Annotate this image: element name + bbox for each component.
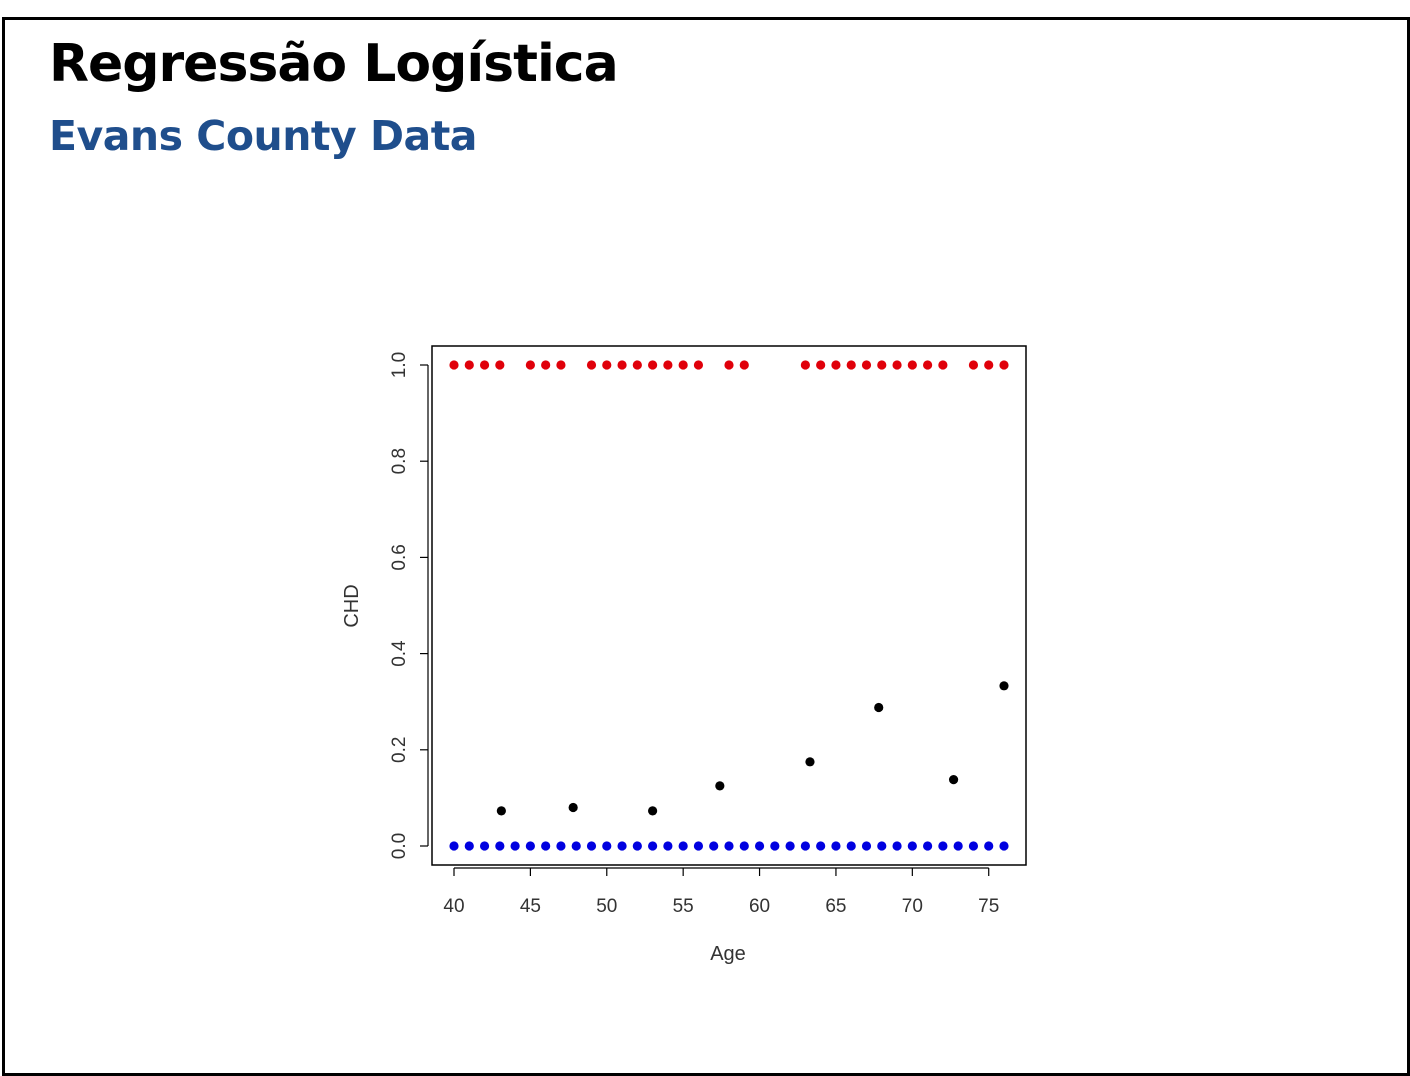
data-point-chd_0 [510,841,520,851]
data-point-chd_0 [968,841,979,851]
data-point-chd_0 [663,841,673,851]
data-point-chd_1 [938,360,948,370]
x-tick-label: 45 [520,896,541,917]
data-point-chd_0 [678,841,688,851]
data-point-chd_1 [556,360,566,370]
data-point-proportion [496,806,506,816]
data-point-chd_1 [984,360,994,370]
y-tick-label: 0.4 [389,640,410,667]
data-point-chd_0 [861,841,872,851]
data-point-chd_1 [602,360,612,370]
data-point-chd_0 [617,841,627,851]
data-point-chd_1 [968,360,979,370]
x-tick-label: 40 [443,896,464,917]
data-points [449,360,1009,851]
x-tick-label: 70 [902,896,923,917]
data-point-chd_0 [648,841,658,851]
data-point-chd_1 [724,360,734,370]
y-axis: 0.0 0.2 0.4 0.6 0.8 1.0 [389,352,429,859]
x-tick-label: 55 [673,896,694,917]
data-point-chd_1 [800,360,810,370]
data-point-proportion [948,775,959,785]
data-point-chd_1 [816,360,826,370]
data-point-chd_0 [571,841,581,851]
data-point-chd_1 [586,360,597,370]
slide: Regressão Logística Evans County Data [2,17,1410,1076]
x-tick-label: 60 [749,896,770,917]
data-point-chd_0 [464,841,474,851]
data-point-chd_1 [693,360,704,370]
data-point-proportion [805,757,815,767]
x-tick-label: 65 [825,896,846,917]
data-point-chd_0 [938,841,948,851]
data-point-chd_1 [632,360,642,370]
data-point-chd_1 [739,360,749,370]
data-point-chd_0 [541,841,551,851]
slide-subtitle: Evans County Data [49,112,477,160]
data-point-chd_1 [479,360,490,370]
data-point-chd_1 [617,360,627,370]
data-point-chd_1 [648,360,658,370]
data-point-chd_0 [724,841,734,851]
data-point-chd_0 [586,841,597,851]
y-tick-label: 1.0 [389,352,410,378]
data-point-chd_0 [984,841,994,851]
x-tick-label: 75 [978,896,999,917]
data-point-chd_0 [923,841,933,851]
data-point-chd_0 [892,841,902,851]
y-tick-label: 0.8 [389,448,410,474]
data-point-chd_1 [999,360,1009,370]
data-point-chd_0 [602,841,612,851]
data-point-chd_1 [495,360,505,370]
data-point-chd_0 [754,841,765,851]
data-point-chd_0 [877,841,887,851]
y-tick-label: 0.0 [389,833,410,859]
data-point-chd_0 [785,841,795,851]
x-axis-label: Age [710,943,746,965]
data-point-chd_0 [556,841,566,851]
data-point-chd_0 [449,841,459,851]
data-point-chd_0 [739,841,749,851]
data-point-chd_0 [999,841,1009,851]
data-point-chd_0 [709,841,719,851]
data-point-chd_1 [678,360,688,370]
y-tick-label: 0.2 [389,737,410,763]
data-point-proportion [874,702,884,713]
data-point-chd_1 [907,360,917,370]
data-point-chd_1 [877,360,887,370]
plot-frame [431,345,1027,866]
x-axis: 40 45 50 55 60 65 70 75 [443,867,999,917]
data-point-chd_0 [479,841,490,851]
data-point-chd_1 [525,360,535,370]
data-point-chd_1 [831,360,841,370]
data-point-chd_1 [846,360,856,370]
data-point-chd_1 [663,360,673,370]
data-point-chd_0 [816,841,826,851]
data-point-proportion [648,806,658,816]
data-point-chd_1 [861,360,872,370]
data-point-chd_0 [495,841,505,851]
data-point-chd_0 [831,841,841,851]
x-tick-label: 50 [596,896,617,917]
data-point-proportion [568,802,578,813]
y-tick-label: 0.6 [389,544,410,570]
data-point-chd_0 [953,841,963,851]
data-point-proportion [715,781,725,791]
y-axis-label: CHD [341,584,363,627]
slide-title: Regressão Logística [49,34,619,94]
data-point-proportion [999,681,1009,691]
data-point-chd_1 [449,360,459,370]
data-point-chd_1 [892,360,902,370]
data-point-chd_0 [632,841,642,851]
data-point-chd_1 [541,360,551,370]
data-point-chd_0 [907,841,917,851]
data-point-chd_0 [846,841,856,851]
data-point-chd_0 [525,841,535,851]
data-point-chd_1 [464,360,474,370]
data-point-chd_1 [923,360,933,370]
data-point-chd_0 [800,841,810,851]
data-point-chd_0 [770,841,780,851]
data-point-chd_0 [693,841,704,851]
